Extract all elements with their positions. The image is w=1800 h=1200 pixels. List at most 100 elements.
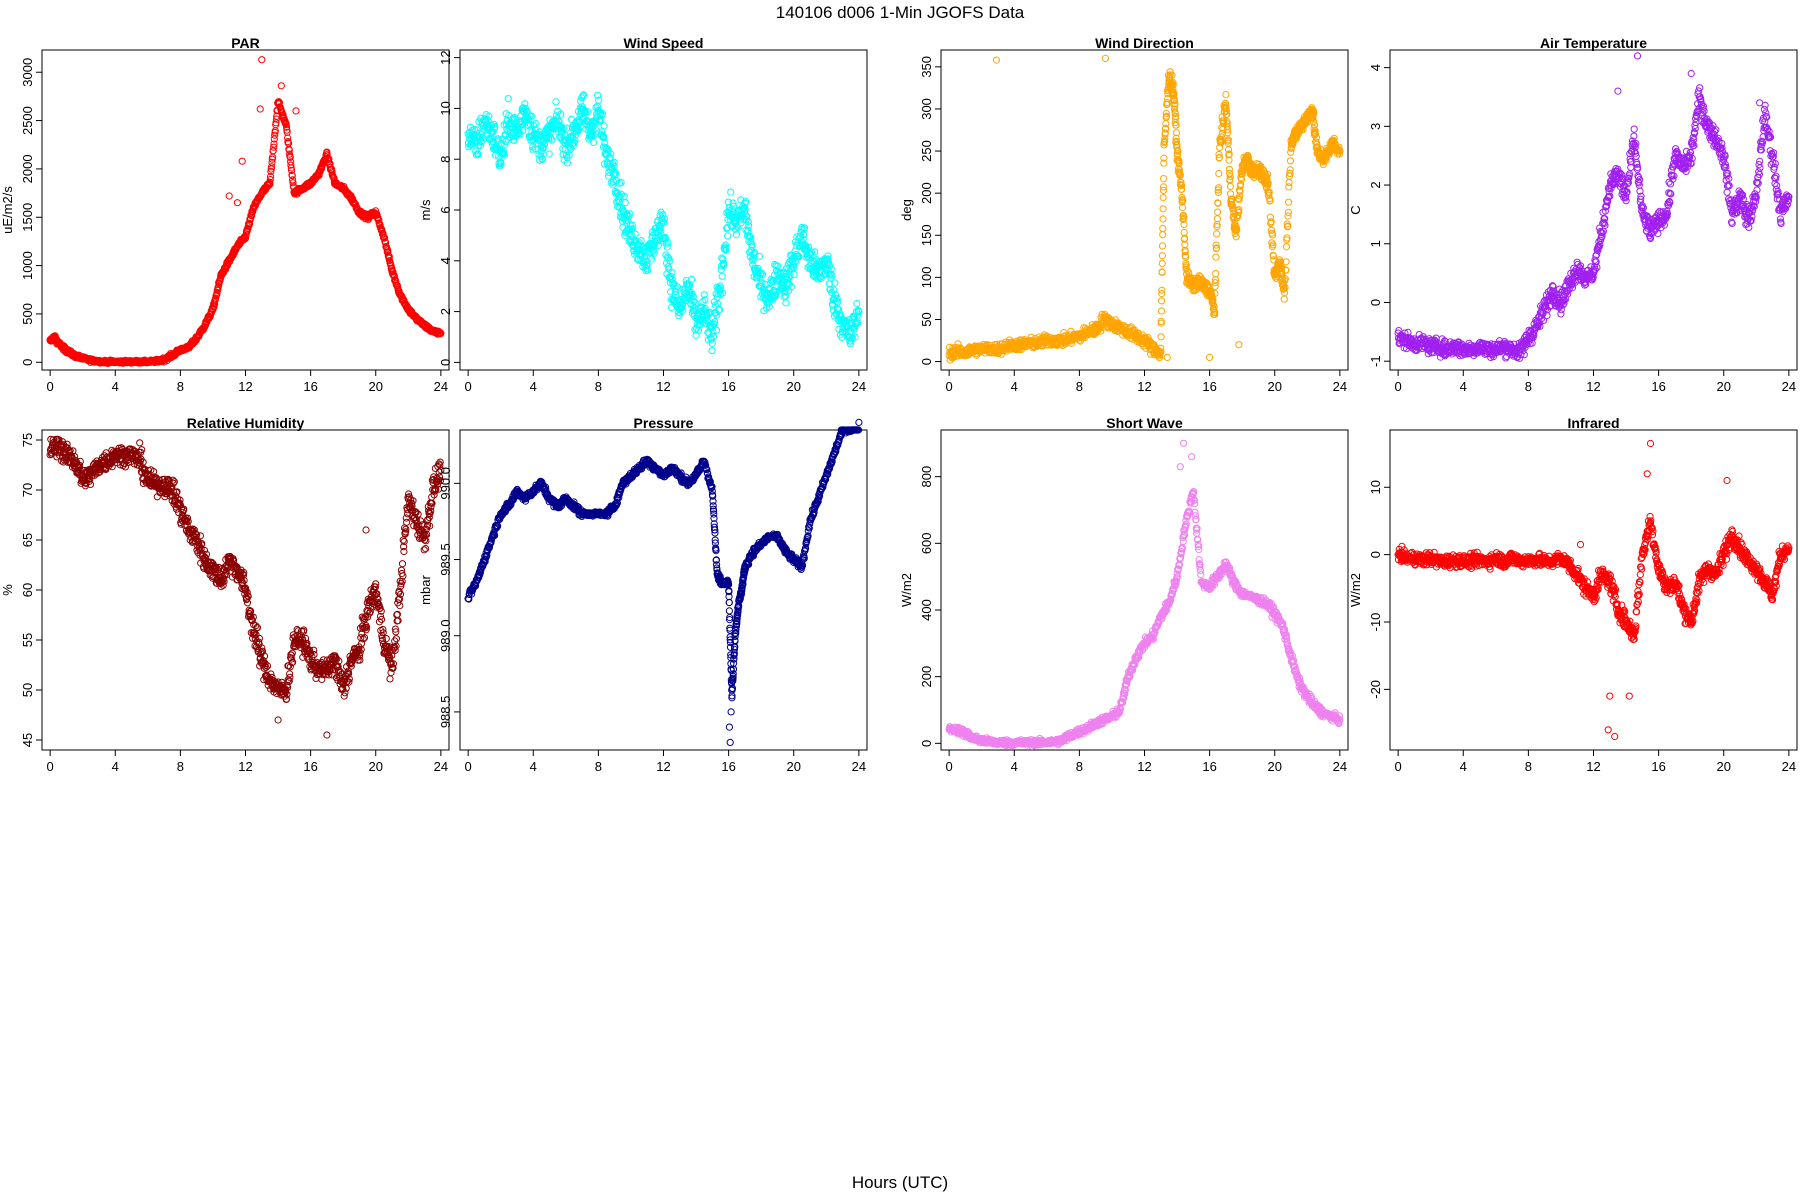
data-point [600, 122, 608, 130]
points-wind-speed [464, 91, 863, 355]
data-point-outlier [1206, 353, 1214, 361]
y-tick-label-par: 2500 [20, 106, 35, 135]
y-tick-label-wind-speed: 6 [438, 206, 453, 213]
data-point-outlier [258, 56, 266, 64]
y-tick-label-par: 1500 [20, 203, 35, 232]
x-tick-label-air-temperature: 4 [1460, 379, 1467, 394]
panel-title-wind-direction: Wind Direction [1095, 35, 1194, 51]
data-point [241, 234, 250, 242]
data-point [504, 95, 512, 103]
data-point [1158, 252, 1167, 260]
x-tick-label-wind-direction: 16 [1202, 379, 1216, 394]
data-point [1723, 188, 1731, 196]
y-axis-label-wind-direction: deg [899, 199, 914, 221]
panel-title-par: PAR [231, 35, 260, 51]
y-tick-label-par: 0 [20, 359, 35, 366]
points-air-temperature [1394, 52, 1793, 362]
y-axis-label-par: uE/m2/s [0, 186, 15, 234]
data-point-outlier [1163, 353, 1171, 361]
data-point [727, 188, 735, 196]
x-tick-label-par: 0 [47, 379, 54, 394]
data-point-outlier [233, 199, 241, 207]
x-tick-label-wind-direction: 24 [1333, 379, 1347, 394]
y-tick-label-par: 1000 [20, 251, 35, 280]
data-point-outlier [256, 105, 264, 113]
x-tick-label-par: 8 [177, 379, 184, 394]
y-tick-label-par: 500 [20, 303, 35, 325]
x-tick-label-wind-speed: 0 [465, 379, 472, 394]
data-point [1630, 125, 1638, 133]
data-point [708, 347, 716, 355]
data-point [545, 150, 553, 158]
y-tick-label-wind-direction: 300 [919, 98, 934, 120]
points-wind-direction [945, 54, 1344, 364]
y-tick-label-wind-direction: 250 [919, 140, 934, 162]
data-point [790, 270, 798, 278]
x-tick-label-air-temperature: 12 [1586, 379, 1600, 394]
x-tick-label-wind-direction: 12 [1137, 379, 1151, 394]
data-point [1159, 194, 1167, 202]
data-point [755, 252, 764, 260]
x-tick-label-par: 20 [369, 379, 383, 394]
x-tick-label-wind-speed: 8 [595, 379, 602, 394]
panel-title-air-temperature: Air Temperature [1540, 35, 1647, 51]
x-tick-label-wind-direction: 8 [1076, 379, 1083, 394]
x-tick-label-wind-direction: 4 [1011, 379, 1018, 394]
data-point [1282, 243, 1291, 251]
data-point-outlier [277, 82, 285, 90]
data-point [1159, 224, 1167, 232]
data-point-outlier [238, 157, 246, 165]
x-tick-label-wind-direction: 0 [946, 379, 953, 394]
data-point [1284, 208, 1292, 216]
data-point [1158, 259, 1166, 267]
data-point [1285, 198, 1293, 206]
data-point [1158, 242, 1167, 250]
points-par [46, 56, 445, 368]
y-tick-label-wind-direction: 150 [919, 224, 934, 246]
data-point [1159, 231, 1167, 239]
y-tick-label-air-temperature: 3 [1368, 123, 1383, 130]
data-point [1215, 169, 1223, 178]
data-point [1180, 228, 1188, 237]
plot-frame-par [41, 49, 450, 371]
data-point [648, 255, 656, 263]
y-tick-label-par: 2000 [20, 154, 35, 183]
y-tick-label-air-temperature: -1 [1368, 355, 1383, 367]
x-tick-label-par: 24 [434, 379, 448, 394]
x-tick-label-wind-speed: 24 [852, 379, 866, 394]
data-point [1280, 295, 1288, 303]
data-point [246, 220, 254, 228]
x-tick-label-wind-speed: 16 [721, 379, 735, 394]
data-point-outlier [292, 107, 300, 115]
figure-x-axis-label: Hours (UTC) [852, 1173, 948, 1192]
data-point [1285, 178, 1293, 186]
y-tick-label-wind-speed: 0 [438, 359, 453, 366]
data-point [631, 230, 639, 238]
data-point [214, 283, 222, 291]
data-point [1286, 157, 1295, 165]
data-point-outlier [1235, 341, 1243, 349]
data-point [621, 199, 629, 207]
data-point [590, 138, 598, 146]
x-tick-label-wind-speed: 12 [656, 379, 670, 394]
y-axis-label-wind-speed: m/s [418, 199, 433, 220]
x-tick-label-air-temperature: 20 [1717, 379, 1731, 394]
y-tick-label-wind-speed: 8 [438, 156, 453, 163]
data-point [718, 272, 726, 280]
data-point [708, 339, 716, 347]
y-tick-label-wind-speed: 4 [438, 257, 453, 264]
x-tick-label-wind-speed: 20 [787, 379, 801, 394]
data-point [724, 232, 732, 240]
y-tick-label-wind-direction: 50 [919, 312, 934, 326]
data-point [1158, 268, 1166, 276]
y-tick-label-wind-direction: 100 [919, 267, 934, 289]
x-tick-label-air-temperature: 16 [1651, 379, 1665, 394]
data-point [782, 299, 790, 307]
y-tick-label-wind-speed: 2 [438, 308, 453, 315]
data-point [1212, 253, 1220, 261]
data-point [1158, 297, 1166, 305]
y-axis-label-air-temperature: C [1348, 205, 1363, 214]
